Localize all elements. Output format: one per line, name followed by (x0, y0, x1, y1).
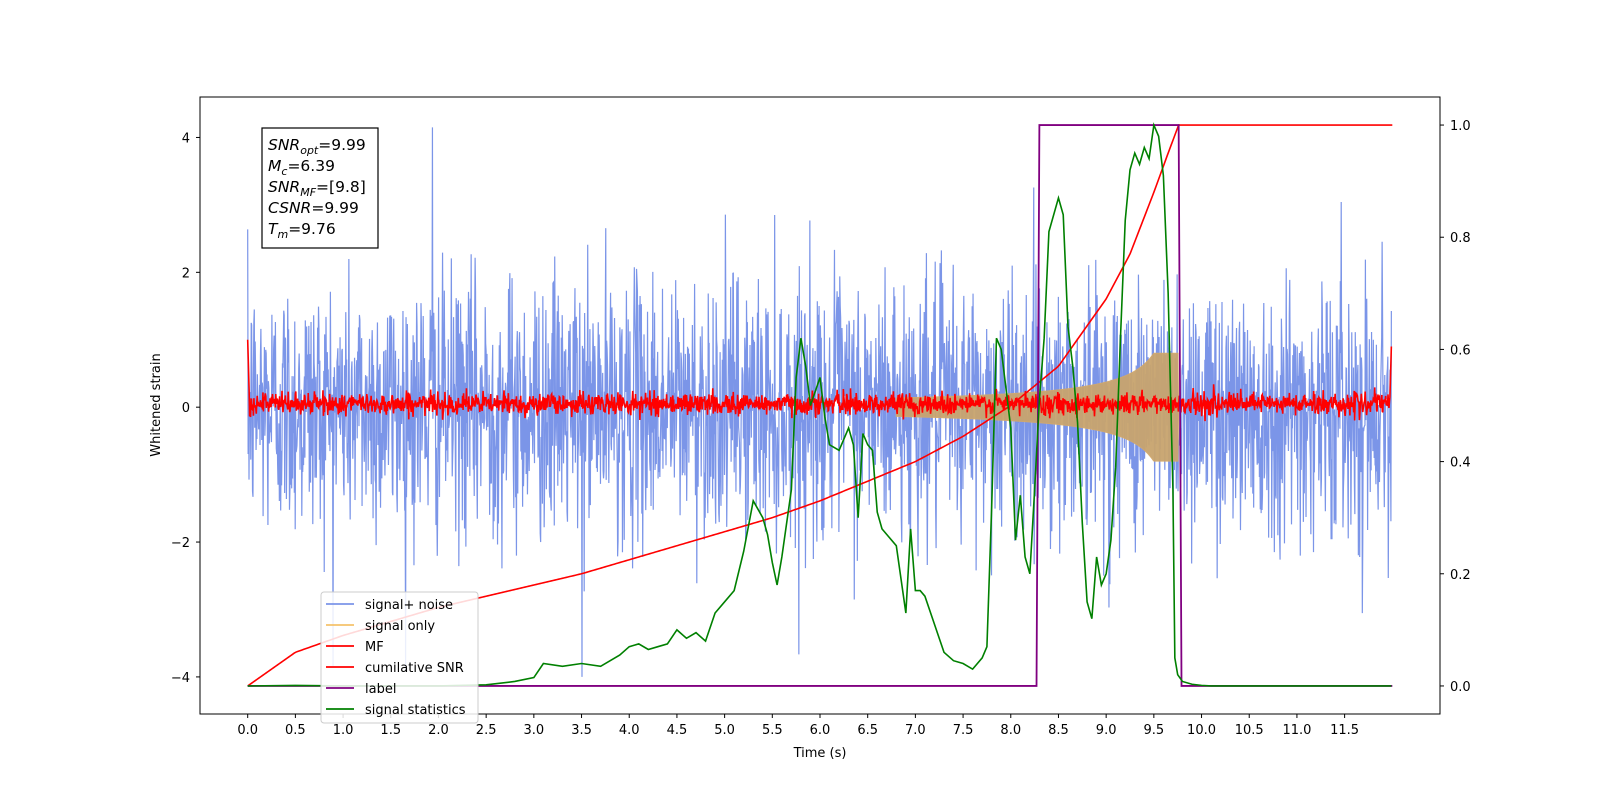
x-tick-label: 4.0 (619, 723, 640, 738)
legend-label: signal+ noise (365, 598, 453, 613)
y-axis-label: Whitened strain (149, 353, 164, 456)
x-tick-label: 8.0 (1000, 723, 1021, 738)
y2-tick-label: 0.8 (1450, 231, 1471, 246)
y-tick-label: 0 (182, 401, 190, 416)
x-tick-label: 5.5 (762, 723, 783, 738)
x-tick-label: 8.5 (1048, 723, 1069, 738)
x-tick-label: 6.0 (810, 723, 831, 738)
x-tick-label: 2.5 (476, 723, 497, 738)
y2-tick-label: 1.0 (1450, 119, 1471, 134)
x-tick-label: 11.5 (1330, 723, 1359, 738)
x-tick-label: 6.5 (857, 723, 878, 738)
x-tick-label: 1.0 (333, 723, 354, 738)
legend-frame (320, 591, 479, 724)
annotation-line: Tm=9.76 (268, 220, 336, 241)
legend: signal+ noise signal only MF cumilative SNR… (320, 591, 479, 724)
y2-tick-label: 0.2 (1450, 568, 1471, 583)
x-tick-label: 9.0 (1096, 723, 1117, 738)
y-tick-label: 4 (182, 131, 190, 146)
x-tick-label: 7.0 (905, 723, 926, 738)
series-mf-line (246, 339, 1393, 422)
legend-label: signal statistics (365, 703, 466, 718)
y-tick-label: −2 (171, 536, 190, 551)
x-axis-label: Time (s) (793, 746, 847, 761)
x-axis: 0.0 0.5 1.0 1.5 2.0 2.5 3.0 3.5 4.0 4.5 5.0 5.5 6.0 6… (237, 714, 1359, 738)
legend-label: label (365, 682, 396, 697)
annotation-line: CSNR=9.99 (268, 199, 359, 217)
x-tick-label: 0.0 (237, 723, 258, 738)
x-tick-label: 7.5 (953, 723, 974, 738)
x-tick-label: 3.0 (524, 723, 545, 738)
x-tick-label: 5.0 (714, 723, 735, 738)
legend-label: cumilative SNR (365, 661, 464, 676)
series-signal-noise-line (247, 127, 1392, 677)
x-tick-label: 0.5 (285, 723, 306, 738)
annotation-line: Mc=6.39 (268, 157, 335, 178)
y2-tick-label: 0.0 (1450, 680, 1471, 695)
x-tick-label: 3.5 (571, 723, 592, 738)
legend-label: MF (365, 640, 384, 655)
x-tick-label: 2.0 (428, 723, 449, 738)
annotation-line: SNRMF=[9.8] (268, 178, 366, 199)
annotation-line: SNRopt=9.99 (268, 136, 366, 157)
y2-tick-label: 0.4 (1450, 456, 1471, 471)
x-tick-label: 9.5 (1144, 723, 1165, 738)
annotation-box-frame (261, 127, 379, 249)
y2-tick-label: 0.6 (1450, 343, 1471, 358)
y-tick-label: 2 (182, 266, 190, 281)
y-axis-left: −4 −2 0 2 4 (171, 131, 200, 686)
x-tick-label: 4.5 (667, 723, 688, 738)
x-tick-label: 10.0 (1187, 723, 1216, 738)
x-tick-label: 1.5 (380, 723, 401, 738)
y-axis-right: 0.0 0.2 0.4 0.6 0.8 1.0 (1440, 119, 1471, 695)
x-tick-label: 11.0 (1282, 723, 1311, 738)
x-tick-label: 10.5 (1235, 723, 1264, 738)
legend-label: signal only (365, 619, 435, 634)
y-tick-label: −4 (171, 671, 190, 686)
series-signal-statistics-line (247, 122, 1392, 687)
